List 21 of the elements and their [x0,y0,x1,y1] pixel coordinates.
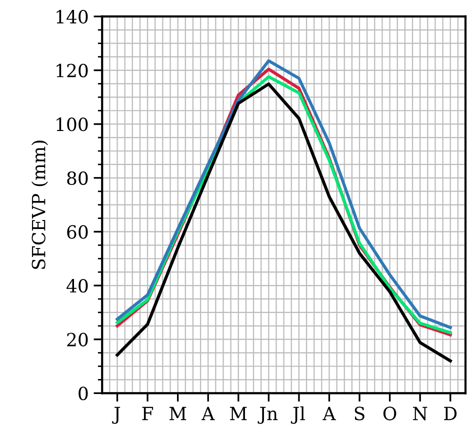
y-tick-label: 40 [66,278,88,293]
x-tick-label: N [413,406,428,420]
y-tick-label: 60 [67,225,88,239]
y-tick-label: 100 [56,118,88,132]
x-tick-label: S [354,406,364,420]
x-tick-label: J [112,406,120,424]
x-tick-label: A [322,406,336,420]
x-tick-label: D [444,406,457,420]
y-tick-label: 0 [78,386,88,400]
x-tick-label: A [201,406,215,420]
y-axis-title: SFCEVP (mm) [31,140,48,269]
x-tick-label: M [230,406,247,420]
x-tick-label: M [169,406,186,420]
x-tick-label: F [142,406,154,420]
x-tick-label: Jn [258,406,278,424]
x-tick-label: Jl [290,406,305,424]
y-tick-label: 120 [56,64,88,78]
x-tick-label: O [383,406,396,420]
y-tick-label: 140 [56,10,88,24]
y-tick-label: 80 [67,171,88,186]
y-tick-label: 20 [67,332,88,346]
